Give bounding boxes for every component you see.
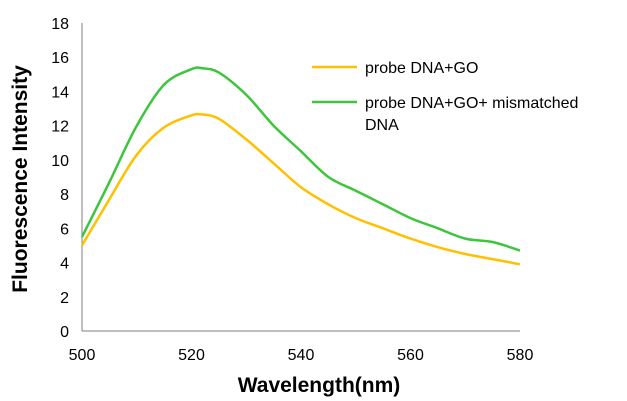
x-tick-label: 500	[69, 347, 96, 364]
chart-series	[80, 66, 521, 266]
y-tick-label: 6	[60, 221, 69, 238]
x-tick-label: 580	[507, 347, 534, 364]
y-axis-title: Fluorescence Intensity	[9, 65, 32, 293]
x-tick-label: 520	[178, 347, 205, 364]
legend-label-2: probe DNA+GO+ mismatched	[365, 95, 578, 112]
y-tick-labels: 0 2 4 6 8 10 12 14 16 18	[51, 16, 69, 341]
x-tick-label: 540	[288, 347, 315, 364]
y-tick-label: 14	[51, 84, 69, 101]
legend-label-2: DNA	[365, 117, 399, 134]
y-tick-label: 8	[60, 187, 69, 204]
y-tick-label: 12	[51, 119, 69, 136]
chart-axes	[81, 23, 520, 332]
y-tick-label: 4	[60, 256, 69, 273]
series-line-1	[80, 112, 521, 266]
legend-label-1: probe DNA+GO	[365, 60, 478, 77]
y-tick-label: 10	[51, 153, 69, 170]
y-tick-label: 2	[60, 290, 69, 307]
y-tick-label: 0	[60, 324, 69, 341]
x-axis-title: Wavelength(nm)	[238, 374, 401, 397]
y-tick-label: 18	[51, 16, 69, 33]
chart-legend: probe DNA+GO probe DNA+GO+ mismatched DNA	[312, 60, 578, 134]
x-tick-labels: 500 520 540 560 580	[69, 347, 534, 364]
series-line-2	[80, 66, 521, 252]
x-tick-label: 560	[397, 347, 424, 364]
y-tick-label: 16	[51, 50, 69, 67]
